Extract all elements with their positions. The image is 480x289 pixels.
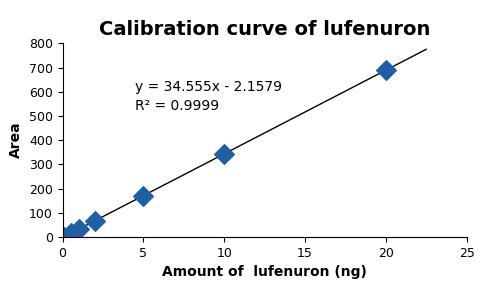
Point [60,234,68,239]
Title: Calibration curve of lufenuron: Calibration curve of lufenuron [99,20,429,39]
Text: y = 34.555x - 2.1579: y = 34.555x - 2.1579 [135,80,282,94]
Text: R² = 0.9999: R² = 0.9999 [135,99,219,113]
Point [220,151,228,156]
Point [381,68,389,73]
Point [67,231,74,236]
Y-axis label: Area: Area [9,122,23,158]
Point [91,218,98,223]
Point [139,193,147,198]
X-axis label: Amount of  lufenuron (ng): Amount of lufenuron (ng) [162,265,366,279]
Point [75,227,83,231]
